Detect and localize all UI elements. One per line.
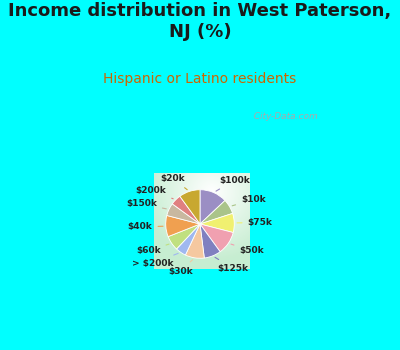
Wedge shape <box>166 216 200 237</box>
Text: $125k: $125k <box>215 257 248 273</box>
Wedge shape <box>180 190 200 224</box>
Text: $30k: $30k <box>168 260 192 275</box>
Text: $60k: $60k <box>136 244 169 255</box>
Text: > $200k: > $200k <box>132 253 178 268</box>
Wedge shape <box>168 224 200 249</box>
Wedge shape <box>186 224 204 258</box>
Text: Income distribution in West Paterson,
NJ (%): Income distribution in West Paterson, NJ… <box>8 2 392 41</box>
Wedge shape <box>167 204 200 224</box>
Text: $150k: $150k <box>126 199 166 209</box>
Wedge shape <box>200 224 220 258</box>
Text: City-Data.com: City-Data.com <box>248 112 317 121</box>
Wedge shape <box>200 214 234 232</box>
Wedge shape <box>200 201 232 224</box>
Text: $40k: $40k <box>128 223 163 231</box>
Text: $50k: $50k <box>231 244 264 255</box>
Text: $75k: $75k <box>237 218 272 227</box>
Text: $200k: $200k <box>136 186 173 199</box>
Text: $100k: $100k <box>216 176 250 191</box>
Wedge shape <box>200 224 233 252</box>
Text: $10k: $10k <box>232 195 266 206</box>
Text: Hispanic or Latino residents: Hispanic or Latino residents <box>103 72 297 86</box>
Text: $20k: $20k <box>161 174 187 190</box>
Wedge shape <box>176 224 200 255</box>
Wedge shape <box>172 196 200 224</box>
Wedge shape <box>200 190 225 224</box>
